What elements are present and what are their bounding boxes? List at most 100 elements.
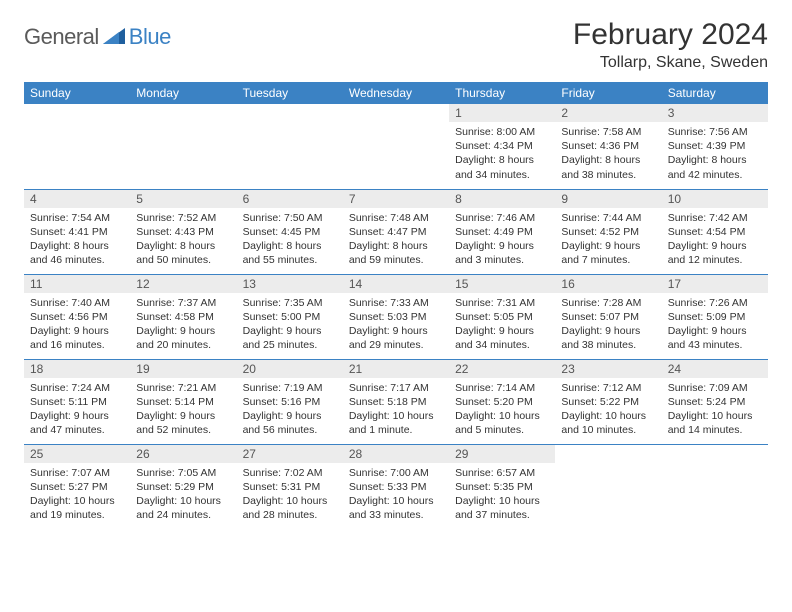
calendar-day: 14Sunrise: 7:33 AMSunset: 5:03 PMDayligh… [343,274,449,359]
calendar-day: 27Sunrise: 7:02 AMSunset: 5:31 PMDayligh… [237,444,343,529]
calendar-day: 15Sunrise: 7:31 AMSunset: 5:05 PMDayligh… [449,274,555,359]
day-details: Sunrise: 7:31 AMSunset: 5:05 PMDaylight:… [449,293,555,357]
calendar-day: 23Sunrise: 7:12 AMSunset: 5:22 PMDayligh… [555,359,661,444]
calendar-table: SundayMondayTuesdayWednesdayThursdayFrid… [24,82,768,529]
weekday-header: Tuesday [237,82,343,104]
day-number: 3 [662,104,768,122]
calendar-empty [24,104,130,189]
day-number: 25 [24,445,130,463]
day-details: Sunrise: 7:56 AMSunset: 4:39 PMDaylight:… [662,122,768,186]
location: Tollarp, Skane, Sweden [573,54,768,72]
day-details: Sunrise: 7:21 AMSunset: 5:14 PMDaylight:… [130,378,236,442]
calendar-day: 1Sunrise: 8:00 AMSunset: 4:34 PMDaylight… [449,104,555,189]
calendar-day: 24Sunrise: 7:09 AMSunset: 5:24 PMDayligh… [662,359,768,444]
day-number: 9 [555,190,661,208]
calendar-day: 19Sunrise: 7:21 AMSunset: 5:14 PMDayligh… [130,359,236,444]
day-number: 5 [130,190,236,208]
calendar-day: 25Sunrise: 7:07 AMSunset: 5:27 PMDayligh… [24,444,130,529]
weekday-header: Wednesday [343,82,449,104]
day-details: Sunrise: 7:26 AMSunset: 5:09 PMDaylight:… [662,293,768,357]
day-details: Sunrise: 7:50 AMSunset: 4:45 PMDaylight:… [237,208,343,272]
day-details: Sunrise: 7:24 AMSunset: 5:11 PMDaylight:… [24,378,130,442]
day-number: 12 [130,275,236,293]
day-details: Sunrise: 7:44 AMSunset: 4:52 PMDaylight:… [555,208,661,272]
day-details: Sunrise: 7:05 AMSunset: 5:29 PMDaylight:… [130,463,236,527]
calendar-day: 22Sunrise: 7:14 AMSunset: 5:20 PMDayligh… [449,359,555,444]
day-number: 10 [662,190,768,208]
logo-word-2: Blue [129,24,171,50]
calendar-day: 26Sunrise: 7:05 AMSunset: 5:29 PMDayligh… [130,444,236,529]
calendar-day: 20Sunrise: 7:19 AMSunset: 5:16 PMDayligh… [237,359,343,444]
day-number: 17 [662,275,768,293]
calendar-empty [555,444,661,529]
day-number: 29 [449,445,555,463]
day-number: 20 [237,360,343,378]
day-details: Sunrise: 7:40 AMSunset: 4:56 PMDaylight:… [24,293,130,357]
calendar-empty [237,104,343,189]
calendar-day: 13Sunrise: 7:35 AMSunset: 5:00 PMDayligh… [237,274,343,359]
calendar-day: 11Sunrise: 7:40 AMSunset: 4:56 PMDayligh… [24,274,130,359]
day-number: 14 [343,275,449,293]
day-number: 15 [449,275,555,293]
day-details: Sunrise: 7:17 AMSunset: 5:18 PMDaylight:… [343,378,449,442]
day-number: 13 [237,275,343,293]
day-details: Sunrise: 7:12 AMSunset: 5:22 PMDaylight:… [555,378,661,442]
day-details: Sunrise: 7:28 AMSunset: 5:07 PMDaylight:… [555,293,661,357]
day-number: 7 [343,190,449,208]
calendar-day: 29Sunrise: 6:57 AMSunset: 5:35 PMDayligh… [449,444,555,529]
calendar-day: 6Sunrise: 7:50 AMSunset: 4:45 PMDaylight… [237,189,343,274]
day-number: 27 [237,445,343,463]
calendar-day: 2Sunrise: 7:58 AMSunset: 4:36 PMDaylight… [555,104,661,189]
weekday-header: Saturday [662,82,768,104]
day-details: Sunrise: 7:02 AMSunset: 5:31 PMDaylight:… [237,463,343,527]
logo-word-1: General [24,24,99,50]
day-number: 23 [555,360,661,378]
weekday-header: Sunday [24,82,130,104]
day-number: 1 [449,104,555,122]
logo-triangle-icon [103,26,125,49]
day-number: 26 [130,445,236,463]
weekday-header: Thursday [449,82,555,104]
day-details: Sunrise: 7:42 AMSunset: 4:54 PMDaylight:… [662,208,768,272]
calendar-head: SundayMondayTuesdayWednesdayThursdayFrid… [24,82,768,104]
day-details: Sunrise: 7:52 AMSunset: 4:43 PMDaylight:… [130,208,236,272]
day-number: 11 [24,275,130,293]
calendar-day: 28Sunrise: 7:00 AMSunset: 5:33 PMDayligh… [343,444,449,529]
calendar-day: 5Sunrise: 7:52 AMSunset: 4:43 PMDaylight… [130,189,236,274]
day-number: 18 [24,360,130,378]
header: General Blue February 2024 Tollarp, Skan… [24,18,768,72]
calendar-day: 16Sunrise: 7:28 AMSunset: 5:07 PMDayligh… [555,274,661,359]
page-title: February 2024 [573,18,768,52]
calendar-day: 12Sunrise: 7:37 AMSunset: 4:58 PMDayligh… [130,274,236,359]
calendar-day: 9Sunrise: 7:44 AMSunset: 4:52 PMDaylight… [555,189,661,274]
day-number: 28 [343,445,449,463]
day-details: Sunrise: 7:37 AMSunset: 4:58 PMDaylight:… [130,293,236,357]
day-number: 6 [237,190,343,208]
calendar-day: 3Sunrise: 7:56 AMSunset: 4:39 PMDaylight… [662,104,768,189]
calendar-day: 21Sunrise: 7:17 AMSunset: 5:18 PMDayligh… [343,359,449,444]
day-details: Sunrise: 7:19 AMSunset: 5:16 PMDaylight:… [237,378,343,442]
day-details: Sunrise: 7:07 AMSunset: 5:27 PMDaylight:… [24,463,130,527]
calendar-day: 4Sunrise: 7:54 AMSunset: 4:41 PMDaylight… [24,189,130,274]
day-details: Sunrise: 7:46 AMSunset: 4:49 PMDaylight:… [449,208,555,272]
calendar-day: 17Sunrise: 7:26 AMSunset: 5:09 PMDayligh… [662,274,768,359]
day-details: Sunrise: 7:09 AMSunset: 5:24 PMDaylight:… [662,378,768,442]
day-details: Sunrise: 7:35 AMSunset: 5:00 PMDaylight:… [237,293,343,357]
calendar-empty [130,104,236,189]
day-details: Sunrise: 7:54 AMSunset: 4:41 PMDaylight:… [24,208,130,272]
calendar-body: 1Sunrise: 8:00 AMSunset: 4:34 PMDaylight… [24,104,768,529]
day-number: 24 [662,360,768,378]
day-number: 2 [555,104,661,122]
day-number: 16 [555,275,661,293]
calendar-empty [343,104,449,189]
day-number: 19 [130,360,236,378]
day-details: Sunrise: 7:33 AMSunset: 5:03 PMDaylight:… [343,293,449,357]
day-details: Sunrise: 8:00 AMSunset: 4:34 PMDaylight:… [449,122,555,186]
day-number: 22 [449,360,555,378]
calendar-day: 18Sunrise: 7:24 AMSunset: 5:11 PMDayligh… [24,359,130,444]
calendar-empty [662,444,768,529]
calendar-day: 8Sunrise: 7:46 AMSunset: 4:49 PMDaylight… [449,189,555,274]
day-number: 8 [449,190,555,208]
day-details: Sunrise: 7:14 AMSunset: 5:20 PMDaylight:… [449,378,555,442]
weekday-header: Monday [130,82,236,104]
